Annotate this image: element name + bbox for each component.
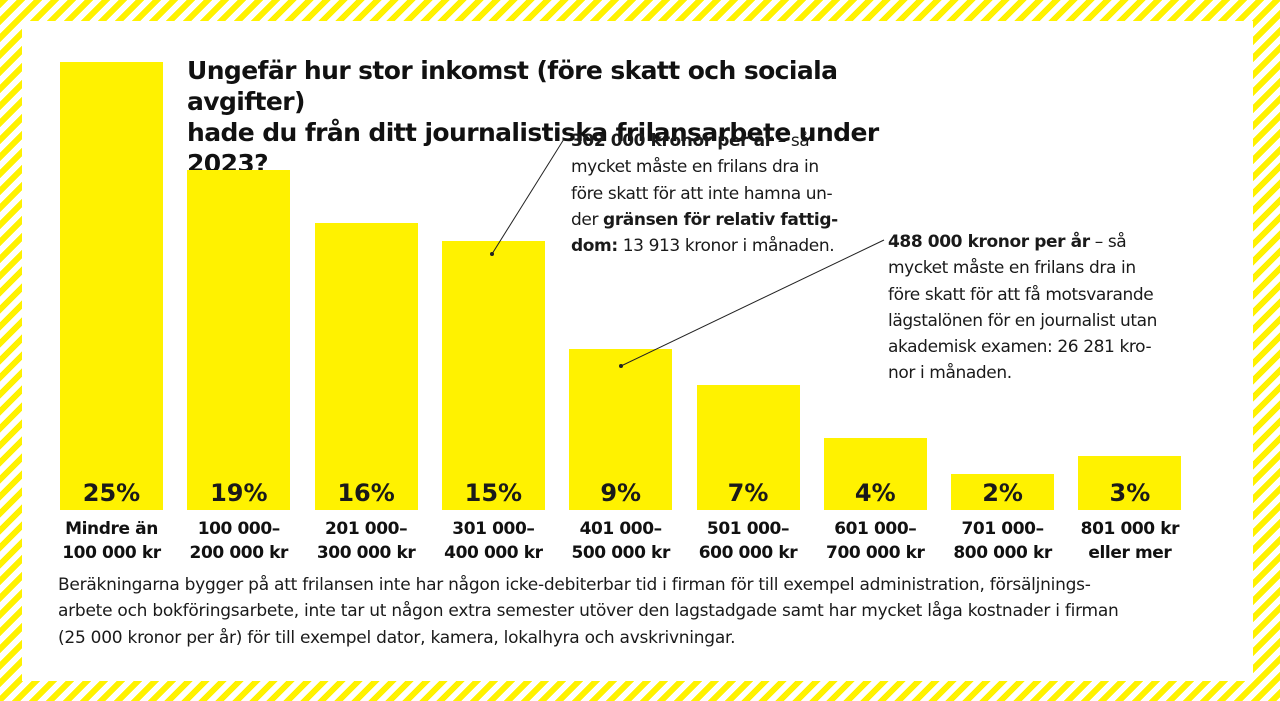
category-label-5-line-2: 500 000 kr: [571, 543, 670, 563]
bar-4: [441, 241, 545, 510]
category-label-9-line-1: 801 000 kr: [1080, 519, 1180, 539]
category-label-8: 701 000– 800 000 kr: [939, 517, 1067, 565]
annotation-minimum-wage: 488 000 kronor per år – så mycket måste e…: [888, 229, 1157, 387]
annotation-1-line-4: der gränsen för relativ fattig-: [571, 209, 838, 230]
category-label-2-line-2: 200 000 kr: [189, 543, 289, 563]
category-label-5: 401 000– 500 000 kr: [557, 517, 685, 565]
category-label-6-line-1: 501 000–: [706, 519, 790, 539]
annotation-2-line-4: lägstalönen för en journalist utan: [888, 310, 1158, 331]
bar-2: [187, 169, 291, 510]
annotation-1-line-5: dom: 13 913 kronor i månaden.: [571, 236, 835, 257]
chart-panel: Ungefär hur stor inkomst (före skatt och…: [22, 21, 1253, 681]
footnote-line-2: arbete och bokföringsarbete, inte tar ut…: [58, 601, 1119, 622]
category-label-9: 801 000 kr eller mer: [1066, 517, 1194, 565]
category-label-3: 201 000– 300 000 kr: [302, 517, 430, 565]
annotation-1-line-2: mycket måste en frilans dra in: [571, 157, 819, 178]
chart-title-line-2: hade du från ditt journalistiska frilans…: [187, 118, 879, 178]
annotation-2-line-3: före skatt för att få motsvarande: [888, 284, 1154, 305]
leader-dot-poverty: [490, 252, 494, 256]
category-label-8-line-2: 800 000 kr: [953, 543, 1052, 563]
bar-1: [60, 62, 163, 510]
category-label-6-line-2: 600 000 kr: [698, 543, 798, 563]
annotation-1-line-1: 302 000 kronor per år – så: [571, 131, 810, 151]
bar-value-label-7: 4%: [854, 479, 896, 507]
footnote-line-1: Beräkningarna bygger på att frilansen in…: [58, 575, 1091, 595]
bar-7: [823, 438, 927, 510]
bar-6: [696, 384, 800, 510]
bar-value-label-4: 15%: [464, 479, 523, 507]
bar-9: [1078, 456, 1182, 510]
footnote: Beräkningarna bygger på att frilansen in…: [58, 572, 1228, 651]
bar-value-label-1: 25%: [82, 479, 141, 507]
footnote-line-3: (25 000 kronor per år) för till exempel …: [58, 627, 736, 648]
category-label-7-line-1: 601 000–: [834, 519, 917, 539]
bar-value-label-5: 9%: [600, 479, 642, 507]
bar-value-label-9: 3%: [1109, 479, 1151, 507]
category-label-1-line-2: 100 000 kr: [62, 543, 161, 563]
bar-8: [951, 474, 1055, 510]
category-label-6: 501 000– 600 000 kr: [684, 517, 812, 565]
category-label-3-line-1: 201 000–: [324, 519, 408, 539]
bar-5: [569, 348, 673, 510]
annotation-2-line-5: akademisk examen: 26 281 kro-: [888, 337, 1152, 358]
leader-lines: [490, 138, 885, 368]
category-label-9-line-2: eller mer: [1088, 543, 1172, 563]
category-label-1: Mindre än 100 000 kr: [48, 517, 176, 565]
chart-title: Ungefär hur stor inkomst (före skatt och…: [187, 55, 947, 179]
annotation-1-line-3: före skatt för att inte hamna un-: [571, 183, 833, 204]
category-label-4-line-2: 400 000 kr: [444, 543, 543, 563]
annotation-poverty-line: 302 000 kronor per år – så mycket måste e…: [571, 128, 838, 259]
annotation-2-line-6: nor i månaden.: [888, 363, 1012, 384]
chart-title-line-1: Ungefär hur stor inkomst (före skatt och…: [187, 56, 838, 116]
bar-value-label-6: 7%: [727, 479, 769, 507]
category-label-2: 100 000– 200 000 kr: [175, 517, 303, 565]
category-label-7: 601 000– 700 000 kr: [811, 517, 939, 565]
category-label-1-line-1: Mindre än: [65, 519, 158, 539]
category-label-4-line-1: 301 000–: [452, 519, 535, 539]
annotation-2-line-2: mycket måste en frilans dra in: [888, 258, 1136, 279]
bar-value-label-3: 16%: [337, 479, 395, 507]
bar-3: [314, 223, 418, 510]
leader-line-min-wage: [620, 239, 885, 367]
category-label-4: 301 000– 400 000 kr: [429, 517, 557, 565]
category-label-3-line-2: 300 000 kr: [316, 543, 416, 563]
leader-line-poverty: [491, 138, 565, 255]
category-label-8-line-1: 701 000–: [961, 519, 1044, 539]
category-label-5-line-1: 401 000–: [579, 519, 663, 539]
category-label-2-line-1: 100 000–: [197, 519, 281, 539]
bar-value-label-2: 19%: [210, 479, 268, 507]
category-label-7-line-2: 700 000 kr: [826, 543, 925, 563]
bar-value-label-8: 2%: [982, 479, 1023, 507]
annotation-2-line-1: 488 000 kronor per år – så: [888, 232, 1127, 252]
leader-dot-min-wage: [619, 364, 623, 368]
